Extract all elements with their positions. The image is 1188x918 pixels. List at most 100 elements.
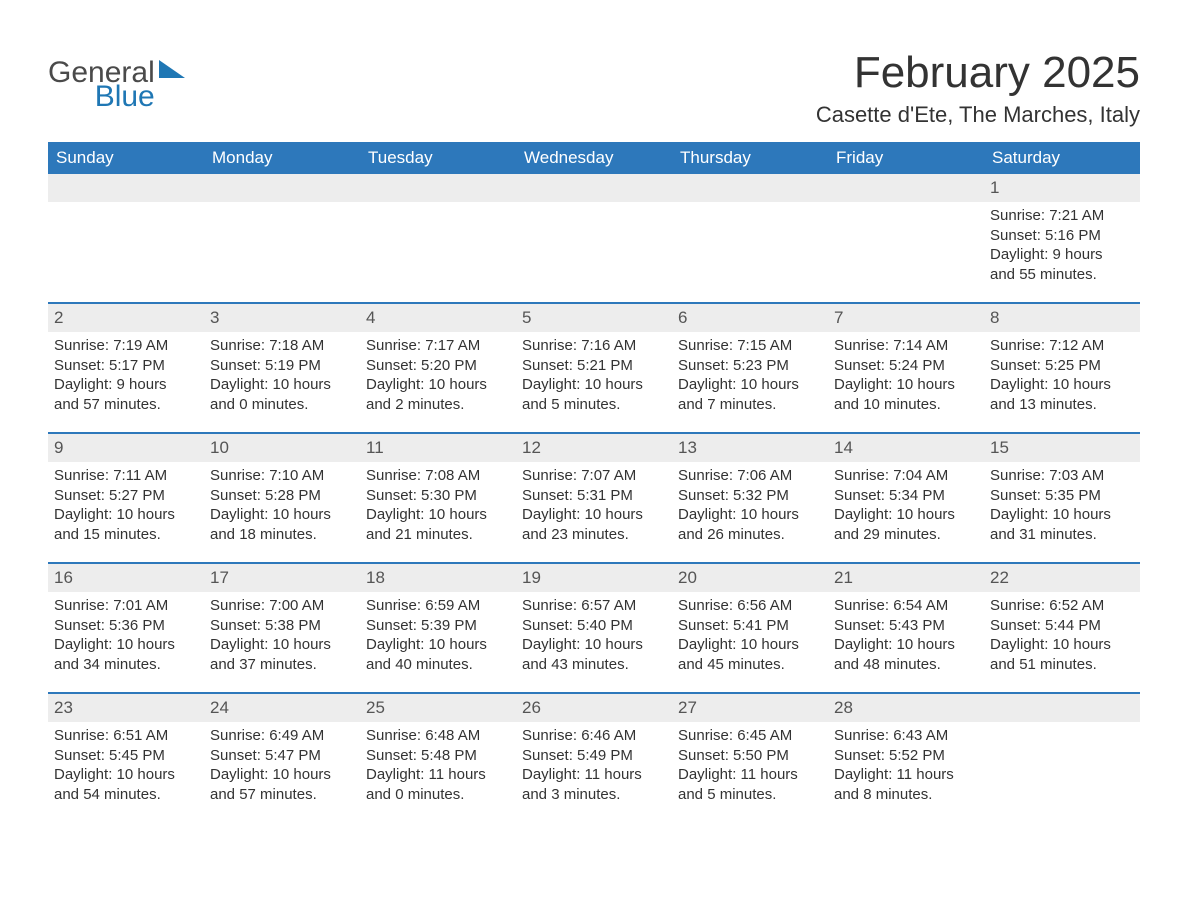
day-cell: 22Sunrise: 6:52 AMSunset: 5:44 PMDayligh… — [984, 562, 1140, 692]
day-detail-line: Sunrise: 7:18 AM — [210, 336, 354, 356]
day-details: Sunrise: 6:49 AMSunset: 5:47 PMDaylight:… — [204, 726, 360, 804]
day-number: 18 — [360, 564, 516, 592]
day-number: 5 — [516, 304, 672, 332]
day-number: 6 — [672, 304, 828, 332]
day-number: 2 — [48, 304, 204, 332]
day-detail-line: Daylight: 10 hours — [990, 635, 1134, 655]
day-detail-line: Sunset: 5:47 PM — [210, 746, 354, 766]
day-detail-line: Sunrise: 7:10 AM — [210, 466, 354, 486]
day-detail-line: Daylight: 10 hours — [54, 765, 198, 785]
day-detail-line: Sunset: 5:38 PM — [210, 616, 354, 636]
day-detail-line: Sunset: 5:40 PM — [522, 616, 666, 636]
day-detail-line: Sunrise: 7:21 AM — [990, 206, 1134, 226]
day-detail-line: and 7 minutes. — [678, 395, 822, 415]
day-cell: 14Sunrise: 7:04 AMSunset: 5:34 PMDayligh… — [828, 432, 984, 562]
day-detail-line: Sunset: 5:35 PM — [990, 486, 1134, 506]
day-cell: 28Sunrise: 6:43 AMSunset: 5:52 PMDayligh… — [828, 692, 984, 822]
day-number — [828, 174, 984, 202]
day-detail-line: Daylight: 10 hours — [522, 505, 666, 525]
day-detail-line: and 18 minutes. — [210, 525, 354, 545]
day-detail-line: Sunset: 5:36 PM — [54, 616, 198, 636]
day-detail-line: and 51 minutes. — [990, 655, 1134, 675]
day-detail-line: Sunrise: 7:19 AM — [54, 336, 198, 356]
day-detail-line: Sunrise: 6:59 AM — [366, 596, 510, 616]
day-detail-line: Sunset: 5:23 PM — [678, 356, 822, 376]
day-details: Sunrise: 6:43 AMSunset: 5:52 PMDaylight:… — [828, 726, 984, 804]
day-cell — [516, 174, 672, 302]
day-cell — [828, 174, 984, 302]
day-detail-line: Sunrise: 7:16 AM — [522, 336, 666, 356]
day-detail-line: Sunset: 5:16 PM — [990, 226, 1134, 246]
day-detail-line: and 34 minutes. — [54, 655, 198, 675]
day-details: Sunrise: 7:01 AMSunset: 5:36 PMDaylight:… — [48, 596, 204, 674]
day-header: Thursday — [672, 142, 828, 174]
day-detail-line: Daylight: 10 hours — [366, 375, 510, 395]
day-cell: 18Sunrise: 6:59 AMSunset: 5:39 PMDayligh… — [360, 562, 516, 692]
day-number — [48, 174, 204, 202]
day-details: Sunrise: 7:16 AMSunset: 5:21 PMDaylight:… — [516, 336, 672, 414]
day-cell — [360, 174, 516, 302]
day-header: Sunday — [48, 142, 204, 174]
day-detail-line: Sunset: 5:52 PM — [834, 746, 978, 766]
day-detail-line: and 23 minutes. — [522, 525, 666, 545]
day-details: Sunrise: 7:21 AMSunset: 5:16 PMDaylight:… — [984, 206, 1140, 284]
day-detail-line: Sunrise: 6:48 AM — [366, 726, 510, 746]
day-detail-line: Sunrise: 7:00 AM — [210, 596, 354, 616]
day-detail-line: Sunset: 5:48 PM — [366, 746, 510, 766]
day-cell: 16Sunrise: 7:01 AMSunset: 5:36 PMDayligh… — [48, 562, 204, 692]
day-detail-line: Sunrise: 7:01 AM — [54, 596, 198, 616]
day-details: Sunrise: 6:51 AMSunset: 5:45 PMDaylight:… — [48, 726, 204, 804]
day-number: 19 — [516, 564, 672, 592]
day-cell: 6Sunrise: 7:15 AMSunset: 5:23 PMDaylight… — [672, 302, 828, 432]
day-number: 17 — [204, 564, 360, 592]
day-number — [672, 174, 828, 202]
day-detail-line: Daylight: 10 hours — [522, 375, 666, 395]
day-detail-line: Sunrise: 6:52 AM — [990, 596, 1134, 616]
day-cell: 19 Sunrise: 6:57 AMSunset: 5:40 PMDayligh… — [516, 562, 672, 692]
day-detail-line: and 31 minutes. — [990, 525, 1134, 545]
day-detail-line: Sunset: 5:45 PM — [54, 746, 198, 766]
day-detail-line: Sunset: 5:31 PM — [522, 486, 666, 506]
day-number: 13 — [672, 434, 828, 462]
day-detail-line: Daylight: 10 hours — [522, 635, 666, 655]
day-details: Sunrise: 6:57 AMSunset: 5:40 PMDaylight:… — [516, 596, 672, 674]
day-detail-line: Sunrise: 7:15 AM — [678, 336, 822, 356]
day-detail-line: Daylight: 10 hours — [210, 635, 354, 655]
day-cell — [204, 174, 360, 302]
day-detail-line: Sunset: 5:17 PM — [54, 356, 198, 376]
day-details: Sunrise: 7:03 AMSunset: 5:35 PMDaylight:… — [984, 466, 1140, 544]
day-detail-line: and 0 minutes. — [366, 785, 510, 805]
day-detail-line: Sunrise: 6:46 AM — [522, 726, 666, 746]
day-number: 3 — [204, 304, 360, 332]
day-number: 27 — [672, 694, 828, 722]
day-header: Saturday — [984, 142, 1140, 174]
day-number — [516, 174, 672, 202]
day-detail-line: Daylight: 10 hours — [54, 635, 198, 655]
day-cell: 8Sunrise: 7:12 AMSunset: 5:25 PMDaylight… — [984, 302, 1140, 432]
day-details: Sunrise: 6:48 AMSunset: 5:48 PMDaylight:… — [360, 726, 516, 804]
day-detail-line: Daylight: 10 hours — [990, 375, 1134, 395]
day-details: Sunrise: 7:14 AMSunset: 5:24 PMDaylight:… — [828, 336, 984, 414]
day-detail-line: and 15 minutes. — [54, 525, 198, 545]
day-cell: 10Sunrise: 7:10 AMSunset: 5:28 PMDayligh… — [204, 432, 360, 562]
day-detail-line: Daylight: 10 hours — [990, 505, 1134, 525]
day-number: 25 — [360, 694, 516, 722]
day-detail-line: and 57 minutes. — [54, 395, 198, 415]
day-number: 26 — [516, 694, 672, 722]
day-cell: 23Sunrise: 6:51 AMSunset: 5:45 PMDayligh… — [48, 692, 204, 822]
day-number: 22 — [984, 564, 1140, 592]
day-number — [360, 174, 516, 202]
day-number: 4 — [360, 304, 516, 332]
day-header: Tuesday — [360, 142, 516, 174]
day-number: 11 — [360, 434, 516, 462]
day-detail-line: and 40 minutes. — [366, 655, 510, 675]
day-detail-line: Sunrise: 6:57 AM — [522, 596, 666, 616]
day-detail-line: Sunrise: 7:11 AM — [54, 466, 198, 486]
logo: GeneralBlue — [48, 58, 185, 112]
day-number: 7 — [828, 304, 984, 332]
day-detail-line: Daylight: 10 hours — [54, 505, 198, 525]
day-detail-line: and 26 minutes. — [678, 525, 822, 545]
day-cell: 13Sunrise: 7:06 AMSunset: 5:32 PMDayligh… — [672, 432, 828, 562]
day-detail-line: and 48 minutes. — [834, 655, 978, 675]
header: GeneralBlue February 2025 Casette d'Ete,… — [48, 48, 1140, 128]
